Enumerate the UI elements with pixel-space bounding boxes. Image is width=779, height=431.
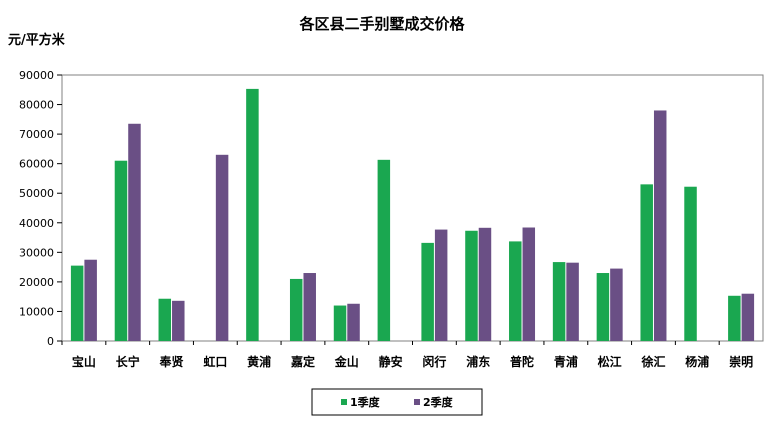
- bar-q1: [246, 88, 259, 341]
- x-axis-categories: 宝山 长宁 奉贤 虹口 黄浦 嘉定 金山 静安 闵行 浦东 普陀 青浦 松江 徐汇 杨浦 崇明: [61, 341, 753, 369]
- bar-q2: [215, 154, 229, 341]
- bar-q2: [566, 262, 579, 341]
- bar-q1: [377, 159, 391, 341]
- x-category-label: 长宁: [116, 354, 140, 369]
- x-category-label: 崇明: [729, 354, 753, 369]
- bar-q2: [128, 123, 141, 342]
- x-category-label: 徐汇: [640, 354, 665, 369]
- bar-q1: [465, 230, 478, 341]
- bar-q1: [684, 186, 697, 341]
- y-tick-label: 60000: [19, 158, 54, 171]
- bar-q1: [70, 265, 84, 341]
- x-category-label: 奉贤: [159, 354, 184, 369]
- y-axis-ticks: 0 10000 20000 30000 40000 50000 60000 70000 8000…: [19, 69, 62, 348]
- bar-q1: [421, 242, 434, 341]
- bar-q1: [114, 160, 128, 341]
- y-tick-label: 40000: [19, 217, 54, 230]
- bar-q2: [434, 229, 448, 341]
- bar-q2: [522, 227, 536, 341]
- y-tick-label: 30000: [19, 246, 54, 259]
- y-tick-label: 90000: [19, 69, 54, 82]
- x-category-label: 嘉定: [290, 354, 315, 369]
- y-tick-label: 80000: [19, 99, 54, 112]
- bar-q2: [653, 110, 667, 341]
- bar-q2: [610, 268, 623, 341]
- x-category-label: 普陀: [510, 354, 534, 369]
- y-axis-label: 元/平方米: [8, 32, 66, 48]
- legend-swatch-q1: [341, 399, 347, 405]
- bar-q2: [741, 293, 755, 341]
- x-category-label: 静安: [379, 354, 403, 369]
- bar-q1: [158, 298, 172, 341]
- bar-q2: [84, 259, 97, 341]
- bar-q2: [172, 300, 185, 341]
- y-tick-label: 10000: [19, 305, 54, 318]
- bar-q1: [509, 241, 522, 341]
- legend-label-q2: 2季度: [423, 395, 454, 409]
- chart-title: 各区县二手别墅成交价格: [298, 15, 465, 33]
- x-category-label: 虹口: [203, 354, 227, 369]
- bar-q1: [640, 184, 653, 341]
- bar-q1: [728, 295, 741, 341]
- x-category-label: 青浦: [554, 354, 578, 369]
- bar-q2: [347, 303, 360, 341]
- x-category-label: 黄浦: [247, 354, 271, 369]
- x-category-label: 浦东: [466, 354, 490, 369]
- legend-swatch-q2: [414, 399, 420, 405]
- y-tick-label: 70000: [19, 128, 54, 141]
- bar-q1: [289, 278, 303, 341]
- y-tick-label: 20000: [19, 276, 54, 289]
- bar-q2: [478, 227, 492, 341]
- bars: [70, 88, 755, 342]
- x-category-label: 宝山: [72, 354, 96, 369]
- x-category-label: 金山: [334, 354, 359, 369]
- x-category-label: 杨浦: [685, 354, 709, 369]
- bar-q1: [596, 273, 610, 341]
- legend-label-q1: 1季度: [350, 395, 381, 409]
- legend: 1季度 2季度: [311, 388, 483, 416]
- bar-q2: [303, 273, 316, 341]
- y-tick-label: 50000: [19, 187, 54, 200]
- y-tick-label: 0: [47, 335, 54, 348]
- bar-q1: [333, 305, 347, 341]
- legend-box: [311, 388, 483, 416]
- bar-q1: [552, 262, 566, 341]
- x-category-label: 松江: [598, 354, 622, 369]
- x-category-label: 闵行: [422, 354, 446, 369]
